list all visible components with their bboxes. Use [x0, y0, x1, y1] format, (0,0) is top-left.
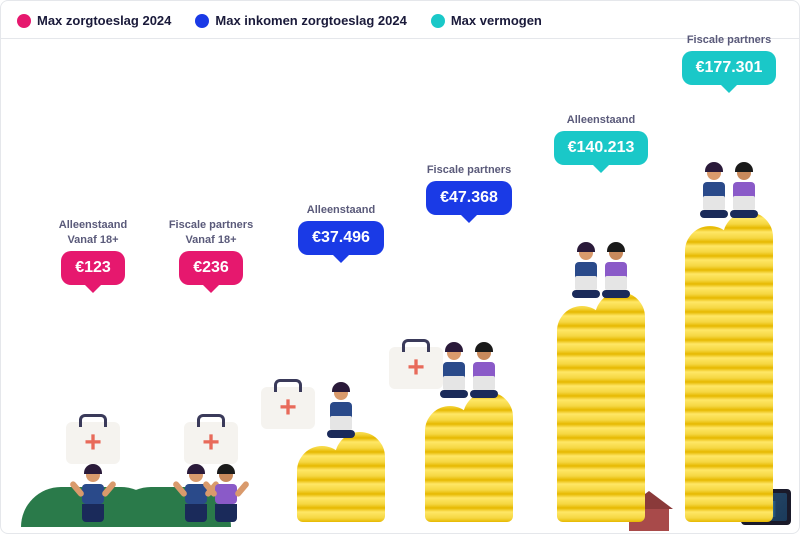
column-label: Alleenstaand — [551, 113, 651, 127]
person-icon — [211, 468, 241, 522]
person-icon — [699, 166, 729, 218]
dot-icon — [431, 14, 445, 28]
legend-item-vermogen: Max vermogen — [431, 13, 542, 28]
value-bubble: €177.301 — [682, 51, 777, 85]
person-icon — [326, 386, 356, 438]
legend-label: Max vermogen — [451, 13, 542, 28]
value-bubble: €140.213 — [554, 131, 649, 165]
coin-stack-icon — [679, 212, 779, 527]
medkit-icon — [261, 387, 315, 429]
value-bubble: €37.496 — [298, 221, 384, 255]
medkit-icon — [66, 422, 120, 464]
legend-item-inkomen: Max inkomen zorgtoeslag 2024 — [195, 13, 406, 28]
coin-stack-icon — [551, 292, 651, 527]
coin-stack-icon — [419, 392, 519, 527]
medkit-icon — [184, 422, 238, 464]
legend-label: Max inkomen zorgtoeslag 2024 — [215, 13, 406, 28]
column-label: Alleenstaand Vanaf 18+ — [43, 218, 143, 247]
column-label: Fiscale partners — [419, 163, 519, 177]
person-icon — [439, 346, 469, 398]
coin-stack-icon — [291, 432, 391, 527]
person-icon — [729, 166, 759, 218]
legend-label: Max zorgtoeslag 2024 — [37, 13, 171, 28]
person-icon — [181, 468, 211, 522]
value-bubble: €236 — [179, 251, 243, 285]
person-icon — [469, 346, 499, 398]
column-label: Fiscale partners — [679, 33, 779, 47]
column-label: Alleenstaand — [291, 203, 391, 217]
value-bubble: €47.368 — [426, 181, 512, 215]
medkit-icon — [389, 347, 443, 389]
value-bubble: €123 — [61, 251, 125, 285]
dot-icon — [195, 14, 209, 28]
person-icon — [601, 246, 631, 298]
column-label: Fiscale partners Vanaf 18+ — [161, 218, 261, 247]
dot-icon — [17, 14, 31, 28]
legend-item-zorgtoeslag: Max zorgtoeslag 2024 — [17, 13, 171, 28]
person-icon — [571, 246, 601, 298]
infographic-content: Alleenstaand Vanaf 18+ €123 Fiscale partne… — [1, 39, 799, 527]
person-icon — [78, 468, 108, 522]
